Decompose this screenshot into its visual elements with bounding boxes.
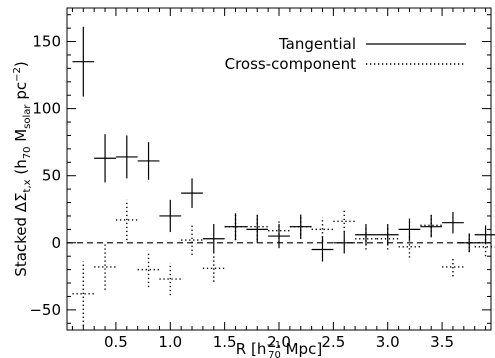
data-point [442,257,464,277]
data-point [268,224,290,249]
data-point [458,233,481,253]
data-point [137,252,160,288]
data-point [115,199,138,241]
data-point [474,237,495,257]
data-series [72,26,495,326]
y-tick-label: 100 [32,100,61,118]
legend-label-tangential: Tangential [278,35,356,53]
x-tick-label: 0.5 [104,333,128,351]
data-point [289,214,312,239]
axis-ticks [67,8,491,330]
data-point [442,211,464,234]
y-tick-label: 50 [42,167,61,185]
data-point [181,178,203,208]
series-cross-component [72,199,495,326]
data-point [246,215,269,243]
data-point [202,254,225,282]
x-tick-label: 2.0 [267,333,291,351]
data-point [137,142,160,180]
y-axis-label: Stacked ΔΣt,x (h70 Msolar pc−2) [12,61,33,276]
legend-label-cross: Cross-component [225,55,357,73]
data-point [159,262,182,296]
x-tick-label: 3.5 [430,333,454,351]
axis-tick-labels: 0.5 1.0 1.5 2.0 2.5 3.0 3.5 −50 0 50 100 150 [29,33,454,351]
legend: Tangential Cross-component [225,35,466,73]
data-point [224,213,247,241]
data-point [94,134,116,183]
y-tick-label: −50 [29,301,61,319]
series-tangential [72,26,495,262]
data-point [246,213,269,241]
y-tick-label: 0 [51,234,61,252]
data-point [376,224,399,246]
data-point [72,26,95,97]
data-point [72,261,95,326]
data-point [94,244,116,290]
x-tick-label: 1.0 [158,333,182,351]
y-tick-label: 150 [32,33,61,51]
data-point [474,225,495,245]
x-tick-label: 1.5 [213,333,237,351]
data-point [311,217,334,242]
data-point [202,224,225,254]
data-point [159,199,182,233]
x-tick-label: 2.5 [321,333,345,351]
data-point [333,232,356,254]
data-point [311,237,334,262]
data-point [115,135,138,179]
x-axis-label: R [h−1 70 Mpc] [236,340,322,358]
x-tick-label: 3.0 [376,333,400,351]
data-point [355,224,377,246]
data-point [181,225,203,255]
data-point [333,210,356,233]
data-point [268,218,290,243]
svg-text:R [h−170 Mpc]: R [h−1 70 Mpc] [236,340,322,358]
svg-text:Stacked ΔΣt,x (h70 Msolar pc−: Stacked ΔΣt,x (h70 Msolar pc−2) [12,61,33,276]
